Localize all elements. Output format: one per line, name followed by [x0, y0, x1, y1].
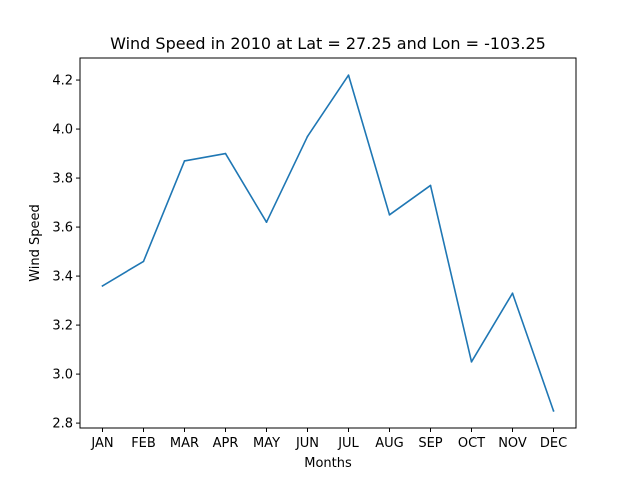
y-tick-label: 3.8	[52, 172, 73, 187]
data-point-aug	[388, 214, 391, 216]
data-point-apr	[224, 152, 227, 155]
y-tick-label: 3.6	[52, 221, 73, 236]
data-point-jan	[101, 285, 104, 287]
y-tick-label: 3.0	[52, 368, 73, 383]
x-axis: JAN FEB MAR APR MAY JUN JUL AUG SEP OCT NOV DEC	[90, 428, 567, 451]
x-tick-label-feb: FEB	[131, 436, 156, 451]
data-point-jul	[347, 74, 350, 76]
x-tick-label-nov: NOV	[498, 436, 527, 451]
x-tick-label-oct: OCT	[458, 436, 485, 451]
x-axis-label: Months	[304, 456, 352, 471]
data-point-mar	[183, 160, 186, 162]
x-tick-label-dec: DEC	[540, 436, 567, 451]
chart-title: Wind Speed in 2010 at Lat = 27.25 and Lo…	[110, 34, 546, 53]
y-tick-label: 4.0	[52, 123, 73, 138]
x-tick-label-aug: AUG	[375, 436, 403, 451]
x-tick-label-jun: JUN	[295, 436, 319, 451]
x-tick-label-jan: JAN	[90, 436, 113, 451]
y-tick-label: 3.2	[52, 319, 73, 334]
series-layer	[101, 74, 555, 412]
x-tick-label-jul: JUL	[337, 436, 359, 451]
y-tick-label: 2.8	[52, 417, 73, 432]
y-tick-label: 3.4	[52, 270, 73, 285]
plot-area-frame	[79, 57, 577, 429]
x-tick-label-may: MAY	[253, 436, 280, 451]
data-point-oct	[470, 361, 473, 363]
y-axis-label: Wind Speed	[28, 204, 43, 282]
data-point-nov	[511, 292, 514, 295]
x-tick-label-mar: MAR	[170, 436, 199, 451]
data-point-dec	[552, 410, 555, 412]
data-point-sep	[429, 184, 432, 187]
y-axis: 2.8 3.0 3.2 3.4 3.6 3.8 4.0 4.2	[52, 74, 80, 432]
y-tick-label: 4.2	[52, 74, 73, 89]
x-tick-label-apr: APR	[213, 436, 239, 451]
series-line-0	[101, 74, 555, 412]
data-point-feb	[142, 260, 145, 263]
x-tick-label-sep: SEP	[418, 436, 442, 451]
data-point-jun	[306, 135, 309, 138]
data-point-may	[265, 221, 268, 223]
